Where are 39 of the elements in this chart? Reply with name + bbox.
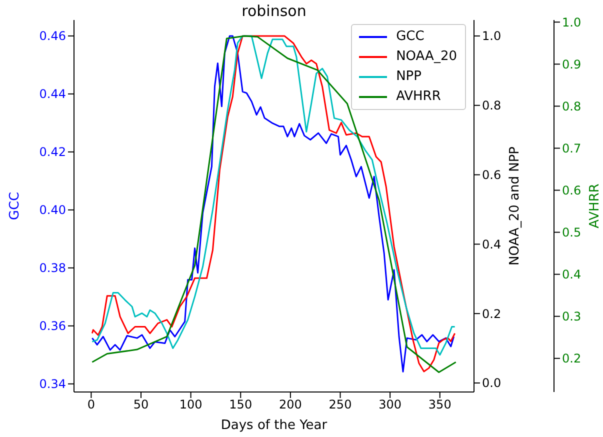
x-tick-label: 250 bbox=[328, 398, 352, 412]
y3-tick-label: 0.8 bbox=[562, 99, 582, 114]
y2-tick-label: 0.4 bbox=[482, 237, 502, 252]
legend-label: NPP bbox=[396, 68, 422, 86]
y3-tick-label: 0.3 bbox=[562, 310, 582, 324]
x-tick-label: 300 bbox=[378, 398, 402, 412]
y-tick-label: 0.44 bbox=[39, 87, 66, 102]
y3-tick-label: 0.6 bbox=[562, 183, 582, 198]
y3-tick-label: 0.9 bbox=[562, 57, 582, 72]
x-tick-label: 100 bbox=[179, 398, 202, 412]
legend-label: AVHRR bbox=[396, 88, 441, 106]
legend-label: NOAA_20 bbox=[396, 48, 457, 66]
x-axis-title: Days of the Year bbox=[220, 418, 328, 433]
x-tick-label: 0 bbox=[87, 398, 96, 412]
x-tick-label: 150 bbox=[229, 398, 252, 412]
x-tick-label: 200 bbox=[278, 398, 302, 412]
y-tick-label: 0.36 bbox=[39, 319, 66, 334]
y2-tick-label: 0.2 bbox=[482, 306, 502, 321]
x-tick-label: 350 bbox=[428, 398, 452, 412]
y-tick-label: 0.40 bbox=[39, 203, 66, 218]
y2-tick-label: 0.0 bbox=[482, 376, 502, 390]
y3-tick-label: 0.7 bbox=[562, 141, 582, 156]
y-axis-title: GCC bbox=[8, 192, 23, 220]
y3-tick-label: 0.5 bbox=[562, 226, 582, 240]
x-tick-label: 50 bbox=[133, 398, 149, 412]
y3-tick-label: 0.2 bbox=[562, 352, 582, 366]
chart-title: robinson bbox=[240, 2, 308, 20]
y-tick-label: 0.46 bbox=[39, 29, 66, 44]
y3-tick-label: 1.0 bbox=[562, 15, 582, 30]
y-tick-label: 0.38 bbox=[39, 261, 66, 276]
y2-tick-label: 0.6 bbox=[482, 168, 502, 182]
y-tick-label: 0.34 bbox=[39, 377, 66, 392]
y2-tick-label: 0.8 bbox=[482, 98, 502, 113]
y3-tick-label: 0.4 bbox=[562, 268, 582, 282]
y2-axis-title: NOAA_20 and NPP bbox=[508, 146, 523, 266]
y2-tick-label: 1.0 bbox=[482, 29, 502, 44]
legend-label: GCC bbox=[396, 28, 424, 46]
y3-axis-title: AVHRR bbox=[588, 184, 603, 228]
y-tick-label: 0.42 bbox=[39, 145, 66, 160]
